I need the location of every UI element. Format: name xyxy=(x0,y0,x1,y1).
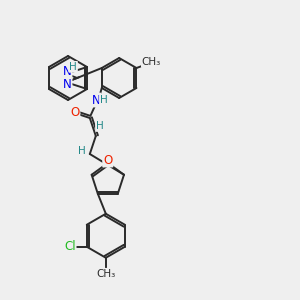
Text: N: N xyxy=(63,78,71,91)
Text: CH₃: CH₃ xyxy=(142,57,161,67)
Text: N: N xyxy=(92,94,100,106)
Text: Cl: Cl xyxy=(64,240,76,253)
Text: H: H xyxy=(78,146,86,156)
Text: H: H xyxy=(96,121,104,131)
Text: CH₃: CH₃ xyxy=(96,269,116,279)
Text: O: O xyxy=(103,154,112,166)
Text: H: H xyxy=(100,95,108,105)
Text: O: O xyxy=(70,106,80,119)
Text: N: N xyxy=(63,65,71,78)
Text: H: H xyxy=(69,62,77,72)
